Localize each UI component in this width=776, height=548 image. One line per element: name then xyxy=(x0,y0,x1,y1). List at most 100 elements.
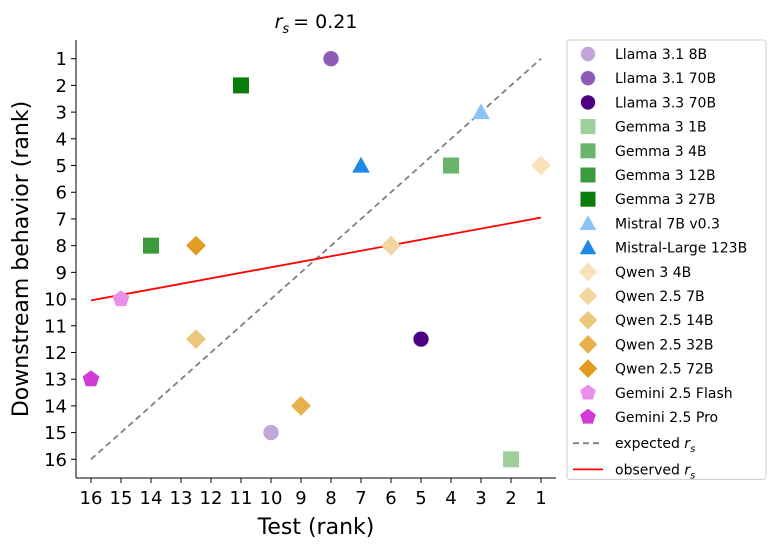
y-tick-label: 2 xyxy=(56,76,67,97)
x-tick-label: 9 xyxy=(295,488,306,509)
legend-label: expected rs xyxy=(615,436,695,455)
legend-label: Llama 3.1 8B xyxy=(615,47,707,63)
legend-label: observed rs xyxy=(615,462,695,481)
chart-title: rs = 0.21 xyxy=(275,11,358,37)
data-point xyxy=(112,290,130,307)
data-point xyxy=(186,235,206,256)
data-point xyxy=(381,235,401,256)
x-tick-label: 1 xyxy=(535,488,546,509)
observed-line xyxy=(90,216,542,302)
legend-item: Gemma 3 4B xyxy=(580,143,707,160)
legend-frame xyxy=(566,39,767,480)
legend-label: Qwen 2.5 7B xyxy=(615,289,705,305)
y-tick-label: 9 xyxy=(56,263,67,284)
legend-item: Mistral 7B v0.3 xyxy=(579,215,720,232)
trend-lines xyxy=(90,58,542,460)
legend-item: Qwen 2.5 14B xyxy=(578,310,714,330)
legend-label: Mistral-Large 123B xyxy=(615,241,747,257)
y-tick-label: 14 xyxy=(44,396,67,417)
data-point xyxy=(186,329,206,350)
data-point xyxy=(323,51,339,67)
x-tick-label: 13 xyxy=(170,488,193,509)
legend-marker xyxy=(580,167,596,183)
legend-item: Qwen 2.5 7B xyxy=(578,286,705,306)
x-tick-label: 7 xyxy=(355,488,366,509)
legend-marker xyxy=(580,191,596,207)
y-tick-label: 3 xyxy=(56,103,67,124)
x-tick-label: 15 xyxy=(110,488,133,509)
y-tick-label: 10 xyxy=(44,290,67,311)
legend-item: Gemma 3 12B xyxy=(580,167,716,184)
data-point xyxy=(143,237,159,254)
legend-item: Llama 3.1 70B xyxy=(580,71,716,87)
y-tick-label: 11 xyxy=(44,316,67,337)
legend-label: Mistral 7B v0.3 xyxy=(615,216,720,232)
y-tick-label: 7 xyxy=(56,209,67,230)
y-axis-label: Downstream behavior (rank) xyxy=(9,101,34,417)
legend-label: Gemma 3 12B xyxy=(615,168,716,184)
x-tick-label: 10 xyxy=(260,488,283,509)
x-tick-label: 6 xyxy=(385,488,396,509)
x-tick-label: 12 xyxy=(200,488,223,509)
legend-label: Gemma 3 27B xyxy=(615,192,716,208)
y-tick-label: 4 xyxy=(56,129,67,150)
legend-item: Gemma 3 27B xyxy=(580,191,716,208)
chart-title-text: rs = 0.21 xyxy=(275,11,358,37)
legend: Llama 3.1 8B Llama 3.1 70B Llama 3.3 70B Ge… xyxy=(566,39,767,481)
x-tick-label: 16 xyxy=(80,488,103,509)
x-tick-label: 2 xyxy=(505,488,516,509)
legend-marker xyxy=(579,239,597,255)
legend-marker xyxy=(580,46,596,62)
legend-item: Qwen 3 4B xyxy=(578,262,691,282)
legend-item: Qwen 2.5 32B xyxy=(578,335,714,354)
x-tick-label: 4 xyxy=(445,488,456,509)
legend-item: Qwen 2.5 72B xyxy=(578,359,714,378)
x-axis-label: Test (rank) xyxy=(257,515,375,540)
legend-item: Llama 3.1 8B xyxy=(580,46,707,63)
data-point xyxy=(82,370,100,387)
legend-marker xyxy=(578,359,598,378)
y-tick-label: 5 xyxy=(56,156,67,177)
y-tick-label: 6 xyxy=(56,183,67,204)
data-point xyxy=(263,424,279,441)
legend-label: Qwen 2.5 32B xyxy=(615,337,714,353)
legend-label: Llama 3.3 70B xyxy=(615,95,716,111)
x-tick-label: 3 xyxy=(475,488,486,509)
legend-label: Qwen 3 4B xyxy=(615,265,691,281)
legend-marker xyxy=(578,310,598,330)
legend-label: Gemini 2.5 Pro xyxy=(615,410,718,426)
legend-label: Gemini 2.5 Flash xyxy=(615,386,733,402)
legend-item: Mistral-Large 123B xyxy=(579,239,747,257)
data-points xyxy=(82,51,551,468)
legend-marker xyxy=(578,335,598,354)
axes xyxy=(75,40,556,479)
data-point xyxy=(503,451,519,468)
legend-marker xyxy=(580,408,596,424)
legend-label: Llama 3.1 70B xyxy=(615,71,716,87)
data-point xyxy=(472,103,490,120)
x-axis-ticks: 16 15 14 13 12 11 10 9 8 7 6 5 4 3 2 1 xyxy=(80,478,547,509)
legend-item: Gemma 3 1B xyxy=(580,119,707,136)
data-point xyxy=(413,331,429,347)
y-tick-label: 1 xyxy=(56,49,67,70)
legend-marker xyxy=(578,286,598,306)
legend-item: Llama 3.3 70B xyxy=(580,95,716,111)
legend-item: Gemini 2.5 Pro xyxy=(580,408,718,426)
legend-item: observed rs xyxy=(573,462,695,481)
data-point xyxy=(531,155,551,176)
legend-item: Gemini 2.5 Flash xyxy=(580,384,733,402)
x-tick-label: 14 xyxy=(140,488,163,509)
legend-marker xyxy=(580,95,596,110)
x-tick-label: 8 xyxy=(325,488,336,509)
y-tick-label: 8 xyxy=(56,236,67,257)
y-tick-label: 15 xyxy=(44,423,67,444)
legend-marker xyxy=(580,119,596,135)
y-tick-label: 12 xyxy=(44,343,67,364)
data-point xyxy=(233,77,249,94)
y-tick-label: 13 xyxy=(44,370,67,391)
legend-label: Qwen 2.5 14B xyxy=(615,313,714,329)
data-point xyxy=(352,156,370,173)
data-point xyxy=(291,395,311,416)
